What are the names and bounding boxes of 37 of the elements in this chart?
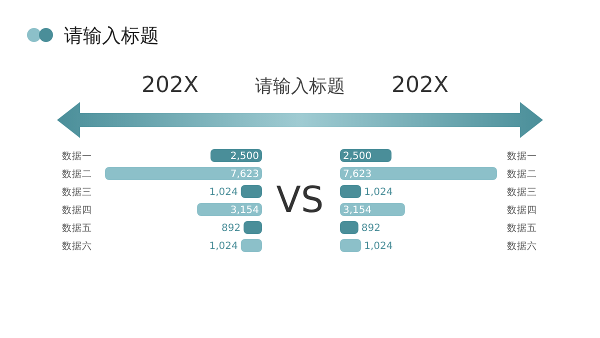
y-tick-label: 数据一 [507, 150, 537, 162]
data-label: 2,500 [343, 151, 372, 162]
bar [340, 221, 358, 234]
data-label: 1,024 [364, 187, 393, 198]
chart-title: 202X [391, 73, 449, 98]
y-tick-label: 数据一 [62, 150, 92, 162]
data-label: 892 [222, 223, 241, 234]
y-tick-label: 数据二 [507, 168, 537, 180]
bar [244, 221, 262, 234]
data-label: 3,154 [343, 205, 372, 216]
y-tick-label: 数据五 [507, 222, 537, 234]
data-label: 1,024 [209, 187, 238, 198]
chart-title: 202X [141, 73, 199, 98]
y-tick-label: 数据二 [62, 168, 92, 180]
data-label: 7,623 [343, 169, 372, 180]
y-tick-label: 数据六 [507, 240, 537, 252]
text: 请输入标题 [255, 76, 345, 97]
bar [340, 185, 362, 198]
bar [340, 239, 362, 252]
y-tick-label: 数据六 [62, 240, 92, 252]
text: VS [276, 180, 324, 221]
bar [340, 167, 497, 180]
data-label: 7,623 [230, 169, 259, 180]
data-label: 1,024 [364, 241, 393, 252]
y-tick-label: 数据三 [507, 186, 537, 198]
data-label: 3,154 [230, 205, 259, 216]
bar [240, 239, 262, 252]
bar [105, 167, 262, 180]
bar [240, 185, 262, 198]
data-label: 2,500 [230, 151, 259, 162]
y-tick-label: 数据四 [507, 204, 537, 216]
text: 请输入标题 [64, 25, 159, 47]
y-tick-label: 数据三 [62, 186, 92, 198]
y-tick-label: 数据五 [62, 222, 92, 234]
y-tick-label: 数据四 [62, 204, 92, 216]
data-label: 1,024 [209, 241, 238, 252]
data-label: 892 [361, 223, 380, 234]
